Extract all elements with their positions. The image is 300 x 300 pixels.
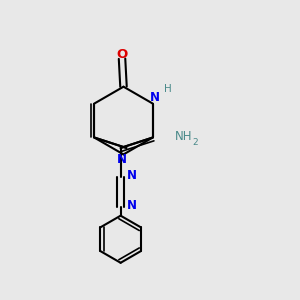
Text: N: N xyxy=(127,169,137,182)
Text: N: N xyxy=(150,91,160,103)
Text: N: N xyxy=(117,153,127,166)
Text: H: H xyxy=(164,84,172,94)
Text: O: O xyxy=(116,48,128,61)
Text: 2: 2 xyxy=(193,138,198,147)
Text: NH: NH xyxy=(175,130,192,142)
Text: N: N xyxy=(127,199,137,212)
